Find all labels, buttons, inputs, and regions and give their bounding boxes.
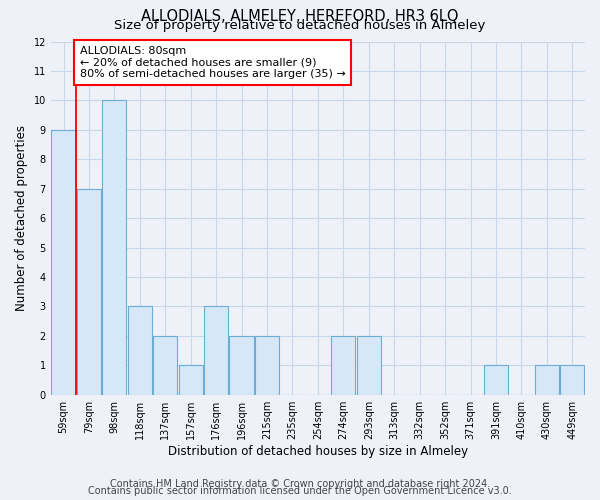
Bar xyxy=(255,336,279,394)
Bar xyxy=(331,336,355,394)
Bar xyxy=(484,366,508,394)
Bar xyxy=(128,306,152,394)
Bar xyxy=(560,366,584,394)
Y-axis label: Number of detached properties: Number of detached properties xyxy=(15,125,28,311)
Text: Size of property relative to detached houses in Almeley: Size of property relative to detached ho… xyxy=(115,19,485,32)
Bar xyxy=(356,336,381,394)
Bar xyxy=(103,100,127,395)
Bar xyxy=(52,130,76,394)
Bar xyxy=(204,306,228,394)
Text: ALLODIALS: 80sqm
← 20% of detached houses are smaller (9)
80% of semi-detached h: ALLODIALS: 80sqm ← 20% of detached house… xyxy=(80,46,346,79)
Text: Contains public sector information licensed under the Open Government Licence v3: Contains public sector information licen… xyxy=(88,486,512,496)
Bar xyxy=(229,336,254,394)
Bar xyxy=(535,366,559,394)
Bar xyxy=(153,336,178,394)
X-axis label: Distribution of detached houses by size in Almeley: Distribution of detached houses by size … xyxy=(168,444,468,458)
Text: Contains HM Land Registry data © Crown copyright and database right 2024.: Contains HM Land Registry data © Crown c… xyxy=(110,479,490,489)
Bar xyxy=(77,188,101,394)
Bar xyxy=(179,366,203,394)
Text: ALLODIALS, ALMELEY, HEREFORD, HR3 6LQ: ALLODIALS, ALMELEY, HEREFORD, HR3 6LQ xyxy=(141,9,459,24)
